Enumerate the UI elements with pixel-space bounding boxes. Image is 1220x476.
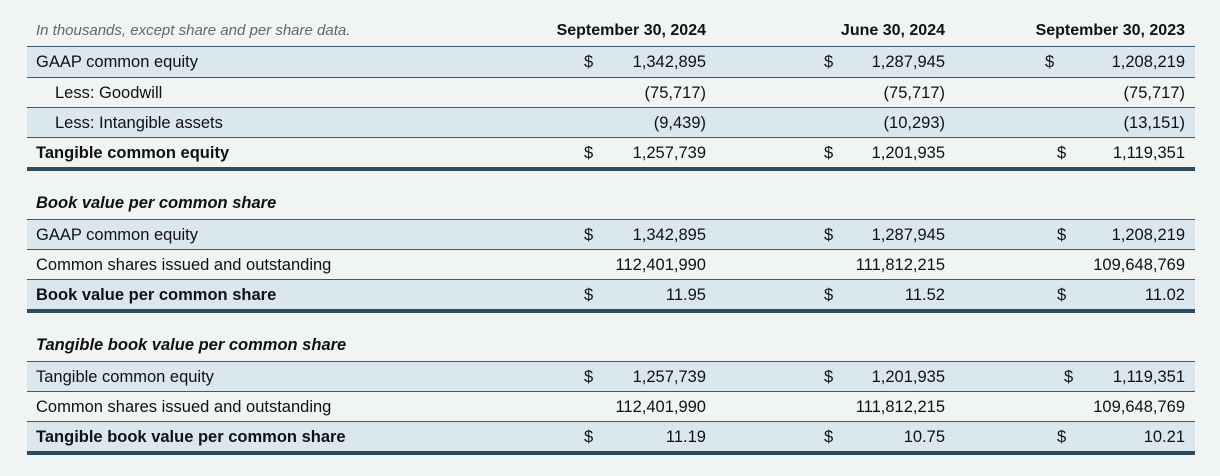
row-label: Tangible common equity [36,368,214,386]
value-jun-2024: 10.75 [903,428,945,446]
section-title-text: Book value per common share [36,194,277,212]
currency-symbol: $ [1064,368,1074,386]
value-jun-2024: 11.52 [904,286,945,304]
value-sep-2023: 1,119,351 [1112,368,1185,386]
currency-symbol: $ [584,286,594,304]
value-jun-2024: 1,287,945 [871,53,945,71]
row-label: Less: Goodwill [55,84,163,102]
value-jun-2024: 1,201,935 [871,368,945,386]
table-row: Less: Intangible assets (9,439) (10,293)… [27,107,1195,137]
value-sep-2024: 112,401,990 [615,256,706,274]
column-header-sep-2023: September 30, 2023 [1035,22,1185,39]
value-sep-2023: (13,151) [1123,114,1185,132]
value-sep-2023: 1,208,219 [1111,226,1185,244]
currency-symbol: $ [584,144,594,162]
table-row: GAAP common equity $ 1,342,895 $ 1,287,9… [27,47,1195,77]
table-header: In thousands, except share and per share… [27,16,1195,47]
value-sep-2024: 1,342,895 [632,53,706,71]
section-title-tangible-book-value: Tangible book value per common share [27,313,1195,361]
value-sep-2023: 1,208,219 [1111,53,1185,71]
currency-symbol: $ [584,368,594,386]
value-jun-2024: 1,287,945 [871,226,945,244]
section-title-text: Tangible book value per common share [36,336,347,354]
table-row: Tangible common equity $ 1,257,739 $ 1,2… [27,361,1195,391]
value-jun-2024: (10,293) [883,114,945,132]
table-row-total: Book value per common share $ 11.95 $ 11… [27,279,1195,313]
row-label: Book value per common share [36,286,277,304]
table-row: GAAP common equity $ 1,342,895 $ 1,287,9… [27,219,1195,249]
value-sep-2024: 112,401,990 [615,398,706,416]
currency-symbol: $ [824,53,834,71]
currency-symbol: $ [1057,286,1067,304]
table-row-total: Tangible common equity $ 1,257,739 $ 1,2… [27,137,1195,171]
currency-symbol: $ [1045,53,1055,71]
table-row: Common shares issued and outstanding 112… [27,391,1195,421]
value-sep-2024: 1,342,895 [632,226,706,244]
value-jun-2024: (75,717) [883,84,945,102]
row-label: GAAP common equity [36,226,199,244]
value-jun-2024: 1,201,935 [871,144,945,162]
currency-symbol: $ [1057,226,1067,244]
row-label: Tangible book value per common share [36,428,346,446]
value-sep-2024: 1,257,739 [632,144,706,162]
value-sep-2023: 109,648,769 [1093,256,1185,274]
column-header-sep-2024: September 30, 2024 [556,22,706,39]
currency-symbol: $ [584,428,594,446]
table-row: Common shares issued and outstanding 112… [27,249,1195,279]
value-sep-2023: 11.02 [1144,286,1185,304]
row-label: Tangible common equity [36,144,230,162]
row-label: GAAP common equity [36,53,199,71]
table-row: Less: Goodwill (75,717) (75,717) (75,717… [27,77,1195,107]
value-sep-2024: 11.95 [665,286,706,304]
currency-symbol: $ [1057,428,1067,446]
table-row-total: Tangible book value per common share $ 1… [27,421,1195,455]
value-sep-2023: (75,717) [1123,84,1185,102]
value-sep-2023: 1,119,351 [1112,144,1185,162]
value-sep-2023: 109,648,769 [1093,398,1185,416]
value-jun-2024: 111,812,215 [855,398,945,416]
row-label: Less: Intangible assets [55,114,223,132]
tangible-book-value-table: In thousands, except share and per share… [27,16,1195,455]
section-title-book-value: Book value per common share [27,171,1195,219]
currency-symbol: $ [824,368,834,386]
value-sep-2024: 11.19 [665,428,706,446]
value-sep-2024: (9,439) [653,114,706,132]
currency-symbol: $ [584,53,594,71]
units-note: In thousands, except share and per share… [36,22,351,39]
currency-symbol: $ [824,286,834,304]
currency-symbol: $ [1057,144,1067,162]
value-sep-2023: 10.21 [1143,428,1185,446]
currency-symbol: $ [824,226,834,244]
currency-symbol: $ [824,428,834,446]
currency-symbol: $ [824,144,834,162]
currency-symbol: $ [584,226,594,244]
column-header-jun-2024: June 30, 2024 [840,22,945,39]
row-label: Common shares issued and outstanding [36,256,332,274]
value-sep-2024: (75,717) [644,84,706,102]
value-sep-2024: 1,257,739 [632,368,706,386]
value-jun-2024: 111,812,215 [855,256,945,274]
row-label: Common shares issued and outstanding [36,398,332,416]
